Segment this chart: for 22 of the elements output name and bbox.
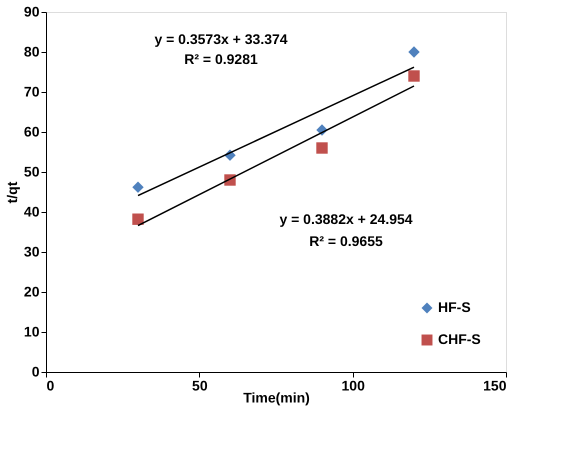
legend-label: CHF-S bbox=[438, 331, 481, 347]
x-tick-label: 50 bbox=[192, 378, 208, 394]
y-axis-title: t/qt bbox=[4, 181, 20, 204]
legend-label: HF-S bbox=[438, 299, 471, 315]
y-tick-label: 10 bbox=[24, 324, 40, 340]
y-tick-label: 90 bbox=[24, 4, 40, 20]
annotation: y = 0.3573x + 33.374 bbox=[154, 31, 288, 47]
y-tick-label: 30 bbox=[24, 244, 40, 260]
annotation: R² = 0.9655 bbox=[309, 233, 383, 249]
x-tick-label: 100 bbox=[341, 378, 366, 394]
y-tick-label: 80 bbox=[24, 44, 40, 60]
y-tick-label: 0 bbox=[32, 364, 40, 380]
y-tick-label: 40 bbox=[24, 204, 40, 220]
y-tick-label: 70 bbox=[24, 84, 40, 100]
y-tick-label: 60 bbox=[24, 124, 40, 140]
y-tick-label: 20 bbox=[24, 284, 40, 300]
x-tick-label: 0 bbox=[46, 378, 54, 394]
y-tick-label: 50 bbox=[24, 164, 40, 180]
annotation: y = 0.3882x + 24.954 bbox=[279, 211, 413, 227]
annotation: R² = 0.9281 bbox=[184, 51, 258, 67]
x-tick-label: 150 bbox=[483, 378, 507, 394]
x-axis-title: Time(min) bbox=[243, 390, 310, 406]
